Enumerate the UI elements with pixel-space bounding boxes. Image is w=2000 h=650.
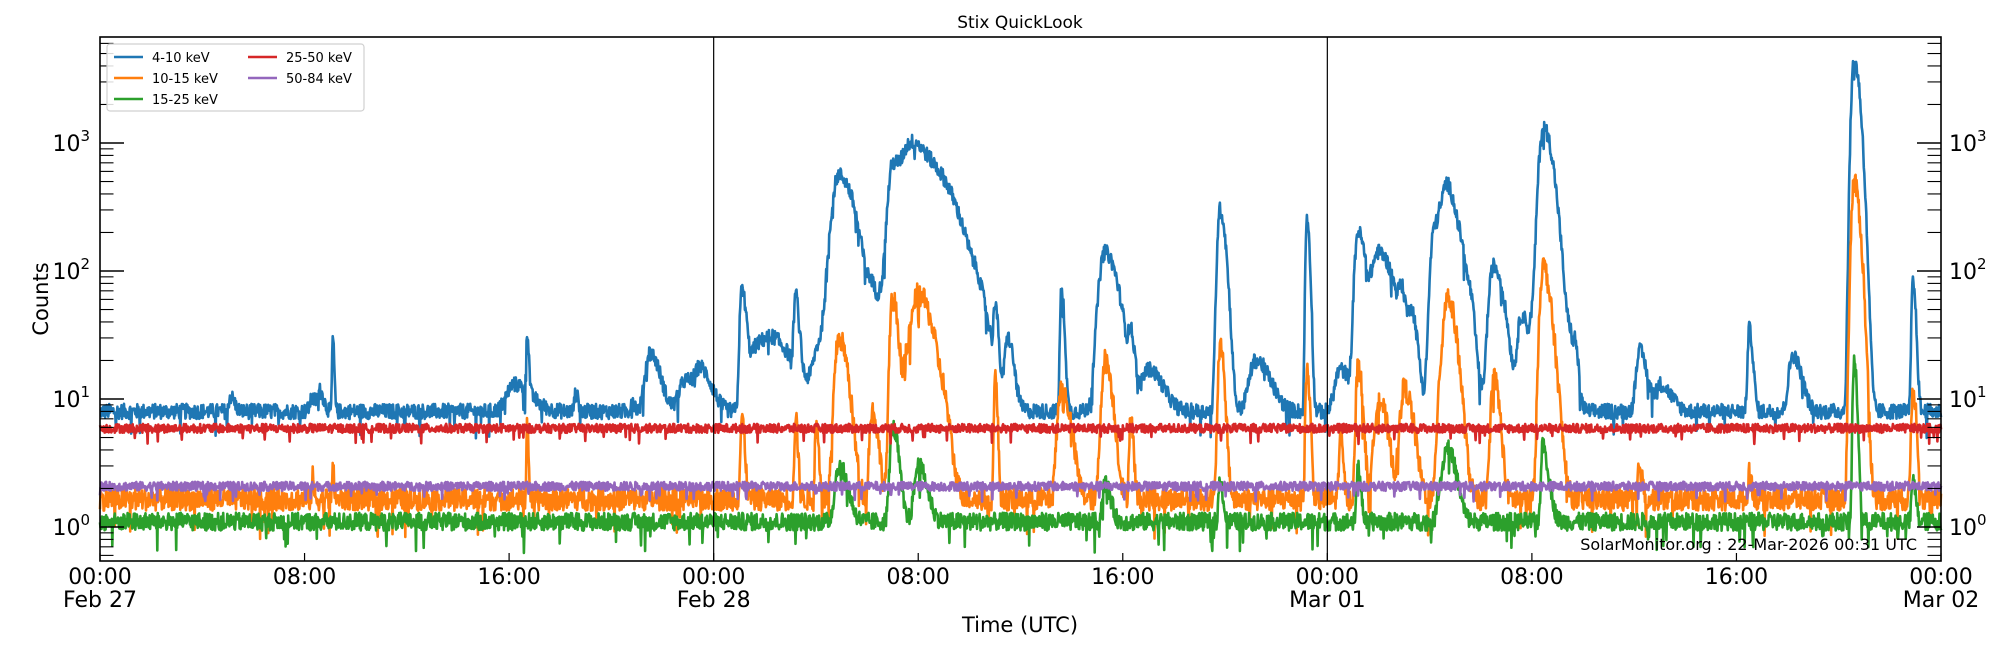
x-tick-time-label: 00:00 (68, 565, 131, 590)
plot-frame (99, 36, 1942, 562)
y-tick-label-left: 101 (52, 383, 90, 413)
series-line-4-10-kev (99, 59, 1943, 440)
x-tick-date-label: Mar 02 (1903, 588, 1980, 613)
series-line-15-25-kev (98, 354, 1943, 555)
series-line-10-15-kev (98, 173, 1943, 541)
y-tick-label-left: 100 (52, 511, 90, 541)
x-tick-time-label: 16:00 (1705, 565, 1768, 590)
x-tick-time-label: 16:00 (1091, 565, 1154, 590)
legend-label: 50-84 keV (286, 72, 352, 87)
legend-item: 4-10 keV (114, 51, 210, 66)
x-tick-time-label: 08:00 (273, 565, 336, 590)
watermark-text: SolarMonitor.org : 22-Mar-2026 00:31 UTC (1580, 535, 1917, 554)
series-line-50-84-kev (98, 480, 1943, 503)
legend-label: 10-15 keV (152, 72, 218, 87)
x-tick-time-label: 00:00 (1909, 565, 1972, 590)
x-tick-time-label: 00:00 (1296, 565, 1359, 590)
x-tick-time-label: 16:00 (477, 565, 540, 590)
legend: 4-10 keV 10-15 keV 15-25 keV 25-50 keV 50-84… (106, 43, 365, 112)
x-axis-label: Time (UTC) (961, 613, 1078, 637)
y-tick-label-left: 102 (52, 255, 90, 285)
chart-title: Stix QuickLook (957, 13, 1083, 33)
x-tick-time-label: 08:00 (887, 565, 950, 590)
x-tick-date-label: Feb 28 (677, 588, 751, 613)
legend-item: 10-15 keV (114, 72, 218, 87)
legend-label: 4-10 keV (152, 51, 210, 66)
x-tick-date-label: Feb 27 (63, 588, 137, 613)
y-axis-ticks: 100 100 101 101 102 102 103 103 (52, 42, 1987, 556)
legend-box (106, 43, 365, 112)
x-tick-time-label: 08:00 (1500, 565, 1563, 590)
series-layer (98, 59, 1943, 555)
legend-label: 25-50 keV (286, 51, 352, 66)
x-tick-time-label: 00:00 (682, 565, 745, 590)
legend-item: 25-50 keV (248, 51, 352, 66)
y-axis-label: Counts (29, 262, 53, 335)
legend-item: 50-84 keV (248, 72, 352, 87)
x-tick-date-label: Mar 01 (1289, 588, 1366, 613)
y-tick-label-right: 102 (1949, 255, 1987, 285)
legend-item: 15-25 keV (114, 93, 218, 108)
y-tick-label-right: 103 (1949, 127, 1987, 157)
y-tick-label-left: 103 (52, 127, 90, 157)
series-line-25-50-kev (98, 422, 1943, 446)
y-tick-label-right: 100 (1949, 511, 1987, 541)
y-tick-label-right: 101 (1949, 383, 1987, 413)
legend-label: 15-25 keV (152, 93, 218, 108)
day-separator-lines (713, 37, 1328, 561)
